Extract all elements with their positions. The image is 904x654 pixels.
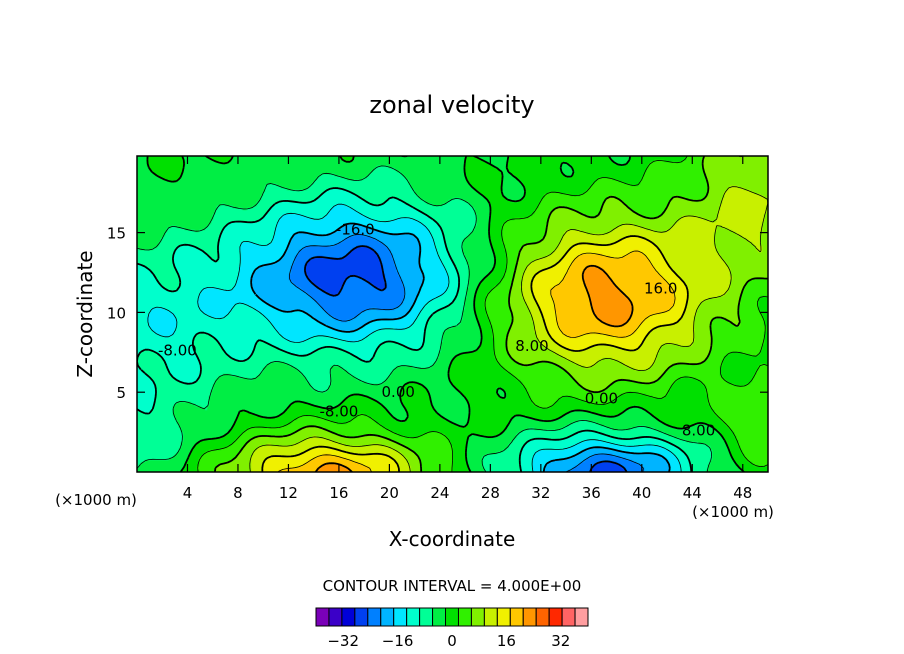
colorbar-swatch bbox=[315, 607, 330, 627]
contour-lines bbox=[137, 156, 768, 472]
colorbar-ticks: −32 −16 0 16 32 bbox=[327, 632, 570, 650]
colorbar-swatch bbox=[535, 607, 550, 627]
x-tick-label: 28 bbox=[481, 484, 500, 502]
x-axis-ticks: 4 8 12 16 20 24 28 32 36 40 44 48 bbox=[183, 156, 752, 502]
contour-line bbox=[250, 222, 671, 472]
contour-interval-text: CONTOUR INTERVAL = 4.000E+00 bbox=[323, 577, 582, 595]
contour-line bbox=[137, 187, 693, 472]
plot-frame bbox=[136, 155, 769, 473]
contour-label: 8.00 bbox=[682, 422, 715, 440]
x-tick-label: 40 bbox=[632, 484, 651, 502]
x-tick-label: 36 bbox=[582, 484, 601, 502]
colorbar-swatch bbox=[432, 607, 447, 627]
contour-label: -16.0 bbox=[336, 220, 375, 238]
contour-line bbox=[197, 156, 768, 472]
y-axis-ticks: 5 10 15 bbox=[107, 225, 768, 402]
contour-line bbox=[147, 203, 682, 472]
colorbar-swatch bbox=[548, 607, 563, 627]
contour-line bbox=[261, 235, 689, 472]
x-axis-label: X-coordinate bbox=[389, 527, 516, 551]
contour-label: 0.00 bbox=[585, 390, 618, 408]
x-unit-label-left: (×1000 m) bbox=[55, 491, 137, 509]
colorbar-swatch bbox=[328, 607, 343, 627]
contour-label: 0.00 bbox=[382, 383, 415, 401]
contour-label: 16.0 bbox=[644, 279, 677, 297]
colorbar-swatch bbox=[522, 607, 537, 627]
x-tick-label: 20 bbox=[380, 484, 399, 502]
x-tick-label: 32 bbox=[531, 484, 550, 502]
colorbar-swatch bbox=[509, 607, 524, 627]
colorbar-swatch bbox=[561, 607, 576, 627]
x-tick-label: 48 bbox=[733, 484, 752, 502]
colorbar-swatch bbox=[341, 607, 356, 627]
x-tick-label: 44 bbox=[683, 484, 702, 502]
chart-title: zonal velocity bbox=[369, 91, 534, 119]
colorbar-tick-label: 32 bbox=[551, 632, 570, 650]
colorbar-swatch bbox=[367, 607, 382, 627]
colorbar-swatch bbox=[380, 607, 395, 627]
contour-fill-image bbox=[137, 156, 768, 472]
x-tick-label: 8 bbox=[233, 484, 243, 502]
contour-line bbox=[314, 264, 634, 472]
colorbar-tick-label: −32 bbox=[327, 632, 359, 650]
colorbar-swatch bbox=[483, 607, 498, 627]
colorbar-tick-label: 16 bbox=[497, 632, 516, 650]
colorbar-swatch bbox=[574, 607, 589, 627]
y-tick-label: 15 bbox=[107, 225, 126, 243]
colorbar-swatch bbox=[393, 607, 408, 627]
contour-label: 8.00 bbox=[515, 337, 548, 355]
colorbar-swatch bbox=[445, 607, 459, 627]
colorbar-swatch bbox=[457, 607, 472, 627]
contour-line bbox=[146, 156, 745, 472]
contour-label: -8.00 bbox=[158, 342, 197, 360]
contour-label: -8.00 bbox=[320, 402, 359, 420]
colorbar-swatch bbox=[470, 607, 485, 627]
contour-line bbox=[249, 186, 768, 472]
x-tick-label: 12 bbox=[279, 484, 298, 502]
x-tick-label: 24 bbox=[430, 484, 449, 502]
colorbar-tick-label: −16 bbox=[382, 632, 414, 650]
colorbar-tick-label: 0 bbox=[447, 632, 457, 650]
colorbar bbox=[315, 607, 589, 627]
y-tick-label: 10 bbox=[107, 304, 126, 322]
x-tick-label: 16 bbox=[329, 484, 348, 502]
contour-field bbox=[137, 156, 768, 472]
colorbar-swatch bbox=[496, 607, 511, 627]
colorbar-swatch bbox=[419, 607, 434, 627]
colorbar-swatch bbox=[354, 607, 369, 627]
y-axis-label: Z-coordinate bbox=[73, 250, 97, 377]
x-tick-label: 4 bbox=[183, 484, 193, 502]
x-unit-label-right: (×1000 m) bbox=[692, 503, 774, 521]
contour-labels: -16.0 16.0 8.00 -8.00 0.00 0.00 -8.00 8.00 bbox=[158, 220, 715, 439]
contour-line bbox=[214, 156, 768, 472]
colorbar-swatch bbox=[406, 607, 421, 627]
y-tick-label: 5 bbox=[116, 384, 126, 402]
